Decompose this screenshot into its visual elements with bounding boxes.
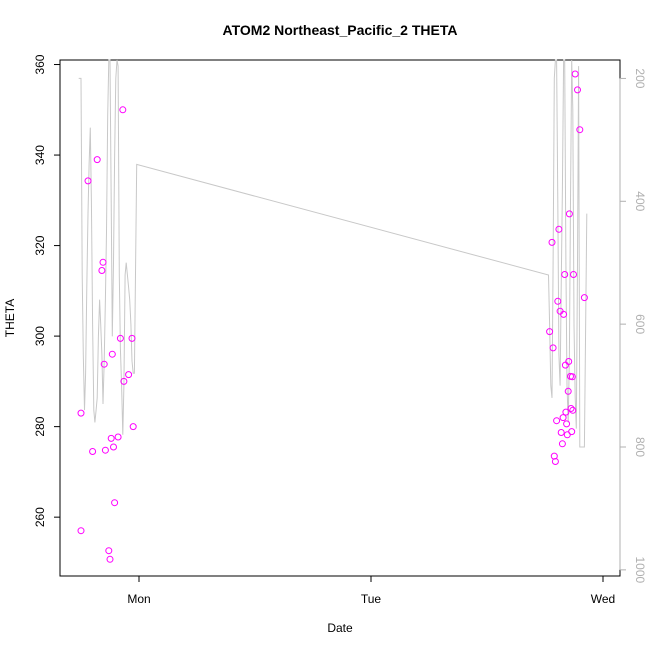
theta-data-point (565, 358, 573, 365)
theta-data-point (84, 177, 92, 185)
theta-data-point (565, 210, 573, 218)
theta-data-point (77, 409, 85, 417)
right-axis: 200 400 600 800 1000 (619, 68, 647, 584)
left-axis-tick-label: 320 (33, 235, 47, 255)
theta-data-point (557, 429, 565, 436)
theta-data-point (553, 417, 561, 425)
theta-data-point (98, 267, 106, 274)
theta-data-point (561, 271, 569, 278)
theta-data-point (555, 225, 563, 233)
left-axis-tick-label: 340 (33, 145, 47, 165)
theta-data-point (554, 297, 562, 305)
theta-data-point (99, 258, 107, 266)
theta-data-point (120, 377, 128, 385)
theta-data-point (564, 387, 572, 395)
depth-line-layer (78, 59, 588, 448)
bottom-axis-tick-label: Tue (361, 592, 382, 606)
left-axis-tick-label: 280 (33, 416, 47, 436)
x-axis-label: Date (327, 621, 353, 635)
theta-data-point (574, 86, 581, 94)
theta-data-point (563, 420, 571, 428)
plot-frame (59, 59, 621, 577)
theta-data-point (561, 361, 569, 369)
theta-data-point (110, 443, 117, 451)
theta-data-point (106, 555, 114, 563)
theta-data-point (559, 414, 567, 422)
theta-data-point (569, 406, 577, 414)
left-axis-tick-label: 300 (33, 326, 47, 346)
right-axis-tick-label: 1000 (633, 557, 647, 584)
theta-data-point (562, 408, 570, 416)
right-axis-tick-label: 800 (633, 437, 647, 457)
right-axis-tick-label: 400 (633, 191, 647, 211)
theta-data-point (546, 328, 554, 336)
theta-data-point (116, 334, 124, 342)
theta-data-point (567, 405, 575, 412)
theta-data-point (93, 156, 101, 164)
theta-data-point (108, 350, 116, 358)
theta-data-point (89, 448, 97, 455)
theta-points-layer (77, 70, 588, 563)
left-axis: 260 280 300 320 340 360 (33, 54, 61, 527)
theta-data-point (100, 360, 108, 368)
bottom-axis-tick-label: Wed (591, 592, 615, 606)
theta-data-point (129, 423, 137, 431)
theta-data-point (77, 527, 85, 535)
theta-data-point (107, 434, 115, 442)
theta-data-point (125, 371, 133, 379)
theta-data-point (549, 344, 557, 352)
theta-data-point (560, 310, 568, 318)
theta-data-point (568, 373, 576, 381)
bottom-axis: Mon Tue Wed (127, 575, 615, 606)
theta-data-point (576, 126, 584, 134)
chart-title: ATOM2 Northeast_Pacific_2 THETA (223, 22, 458, 38)
theta-data-point (101, 446, 109, 454)
theta-data-point (571, 70, 579, 78)
theta-data-point (114, 433, 122, 441)
theta-data-point (570, 271, 577, 278)
right-axis-tick-label: 600 (633, 314, 647, 334)
theta-data-point (558, 440, 566, 448)
theta-data-point (105, 547, 113, 555)
theta-data-point (119, 106, 127, 114)
bottom-axis-tick-label: Mon (127, 592, 150, 606)
theta-data-point (128, 334, 136, 342)
right-axis-tick-label: 200 (633, 68, 647, 88)
theta-data-point (111, 499, 119, 507)
y-axis-label: THETA (3, 299, 17, 337)
theta-data-point (551, 458, 559, 465)
depth-series-line (78, 59, 588, 448)
theta-data-point (580, 294, 588, 302)
left-axis-tick-label: 260 (33, 507, 47, 527)
theta-data-point (568, 428, 576, 436)
theta-data-point (548, 238, 556, 246)
left-axis-tick-label: 360 (33, 54, 47, 74)
